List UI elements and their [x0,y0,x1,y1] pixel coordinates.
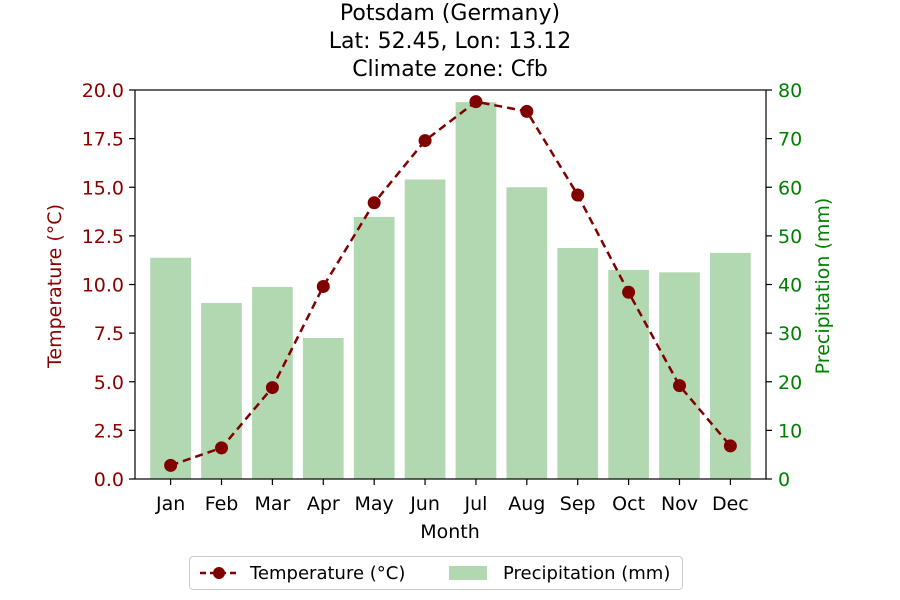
precipitation-bar-aug [506,187,548,479]
temperature-point-jul [469,95,483,109]
precipitation-bar-nov [659,272,700,479]
y-right-tick-label: 70 [778,129,802,151]
temperature-point-sep [571,188,585,202]
chart-title-line-2: Lat: 52.45, Lon: 13.12 [328,29,572,54]
x-tick-label-apr: Apr [307,493,340,515]
x-tick-label-nov: Nov [661,493,698,515]
chart-title-line-1: Potsdam (Germany) [339,1,561,26]
temperature-point-may [367,196,381,210]
temperature-point-apr [316,279,330,293]
x-tick-label-oct: Oct [612,493,645,515]
y-right-tick-label: 60 [778,177,802,199]
x-tick-label-jan: Jan [155,493,185,515]
y-right-tick-label: 50 [778,226,802,248]
precipitation-bar-jul [455,102,497,479]
y-right-tick-label: 20 [778,372,802,394]
precipitation-bars [150,102,751,479]
y-left-tick-label: 12.5 [82,226,124,248]
y-right-tick-label: 0 [778,469,790,491]
x-tick-label-dec: Dec [712,493,749,515]
temperature-line-path [170,100,732,467]
y-right-tick-label: 30 [778,323,802,345]
temperature-point-nov [672,379,686,393]
y-left-tick-label: 17.5 [82,129,124,151]
precipitation-bar-may [353,216,395,479]
precipitation-bar-oct [608,269,649,479]
y-right-tick-label: 40 [778,275,802,297]
x-tick-label-jun: Jun [409,493,440,515]
y-left-tick-label: 2.5 [94,420,124,442]
x-tick-label-jul: Jul [463,493,487,515]
temperature-point-oct [622,285,636,299]
temperature-legend-marker [198,563,240,583]
chart-title-line-3: Climate zone: Cfb [352,57,548,82]
precipitation-bar-apr [302,337,344,479]
y-right-tick-label: 10 [778,420,802,442]
y-left-tick-label: 7.5 [94,323,124,345]
temperature-line [164,95,737,472]
legend-precipitation-label: Precipitation (mm) [503,562,671,584]
chart-axes: Jan Feb Mar Apr May Jun Jul Aug Sep Oct Nov Dec 0.0 2… [82,80,803,515]
precipitation-bar-jan [150,257,191,479]
precipitation-legend-swatch [449,566,487,580]
x-tick-label-may: May [355,493,394,515]
y-left-tick-label: 15.0 [82,177,124,199]
y-left-tick-label: 0.0 [94,469,124,491]
y-axis-left-label: Temperature (°C) [44,204,66,369]
legend-temperature-label: Temperature (°C) [250,562,406,584]
x-tick-label-sep: Sep [560,493,596,515]
legend-item-temperature: Temperature (°C) [198,557,405,589]
legend-item-precipitation: Precipitation (mm) [449,557,670,589]
y-left-tick-label: 5.0 [94,372,124,394]
precipitation-bar-sep [557,248,599,479]
temperature-point-feb [215,441,229,455]
y-right-tick-label: 80 [778,80,802,102]
temperature-point-dec [723,439,737,453]
x-axis-label: Month [420,521,480,543]
x-tick-label-mar: Mar [254,493,290,515]
temperature-point-jun [418,134,432,148]
temperature-point-mar [265,381,279,395]
temperature-point-aug [520,104,534,118]
precipitation-bar-jun [404,179,446,479]
chart-legend: Temperature (°C) Precipitation (mm) [189,556,683,590]
y-axis-right-label: Precipitation (mm) [812,198,834,375]
temperature-point-jan [164,458,178,472]
x-tick-label-aug: Aug [508,493,545,515]
y-left-tick-label: 20.0 [82,80,124,102]
y-left-tick-label: 10.0 [82,275,124,297]
x-tick-label-feb: Feb [205,493,239,515]
